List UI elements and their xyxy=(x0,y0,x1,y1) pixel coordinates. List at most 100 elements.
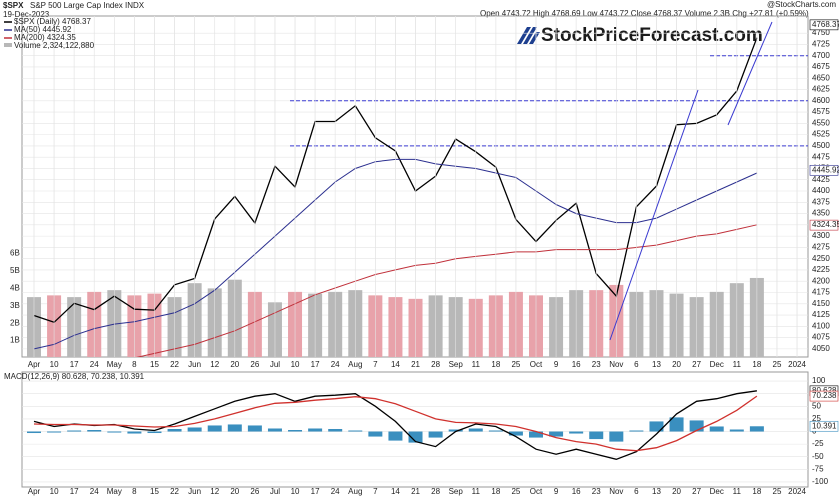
labels: 4050 4075 4100 4125 4150 4175 4200 4225 4250 4275… xyxy=(4,17,839,496)
x-tick-label: Jul xyxy=(270,487,280,496)
series-line xyxy=(33,395,758,452)
x-tick-label: 11 xyxy=(733,360,742,369)
last-value-box xyxy=(809,219,839,231)
x-tick-label: 17 xyxy=(311,487,320,496)
x-tick-label: 16 xyxy=(572,487,581,496)
y-tick-label: 4725 xyxy=(812,40,830,49)
histogram-bar xyxy=(27,431,41,434)
y-tick-label: 4300 xyxy=(812,231,830,240)
x-tick-label: 12 xyxy=(210,360,219,369)
histogram-bar xyxy=(87,430,102,432)
histogram-bar xyxy=(127,431,142,434)
x-tick-label: 9 xyxy=(554,487,559,496)
x-tick-label: Jul xyxy=(270,360,280,369)
x-tick-label: 14 xyxy=(391,487,400,496)
histogram-bar xyxy=(308,428,323,432)
x-tick-label: Aug xyxy=(348,487,362,496)
trend-line xyxy=(609,89,699,341)
histogram-bar xyxy=(749,426,764,432)
legend-entry: MA(200) 4324.35 xyxy=(14,33,76,42)
y-tick-label: 4500 xyxy=(812,141,830,150)
x-tick-label: 7 xyxy=(373,487,378,496)
volume-tick-label: 5B xyxy=(10,266,20,275)
x-tick-label: 24 xyxy=(331,360,340,369)
x-tick-label: 2024 xyxy=(788,360,806,369)
x-tick-label: 20 xyxy=(672,487,681,496)
x-tick-label: 8 xyxy=(132,487,137,496)
last-value-box xyxy=(809,164,839,176)
last-value: 4324.35 xyxy=(812,220,839,229)
x-tick-label: 26 xyxy=(250,360,259,369)
y-tick-label: 4125 xyxy=(812,310,830,319)
y-tick-label: 4425 xyxy=(812,175,830,184)
histogram-bar xyxy=(649,421,664,432)
x-tick-label: Jun xyxy=(188,360,201,369)
source: @StockCharts.com xyxy=(767,0,836,9)
x-tick-label: May xyxy=(107,487,122,496)
y-tick-label: 4700 xyxy=(812,51,830,60)
x-tick-label: 8 xyxy=(132,360,137,369)
index-name: S&P 500 Large Cap Index INDX xyxy=(30,1,145,10)
x-tick-label: 9 xyxy=(554,360,559,369)
x-tick-label: 17 xyxy=(311,360,320,369)
x-tick-label: 21 xyxy=(411,487,420,496)
quote: Open 4743.72 High 4768.69 Low 4743.72 Cl… xyxy=(480,9,809,18)
histogram-bar xyxy=(689,420,704,432)
x-tick-label: Sep xyxy=(449,360,464,369)
x-tick-label: 24 xyxy=(331,487,340,496)
last-value: 4768.37 xyxy=(812,20,839,29)
histogram-bar xyxy=(167,428,182,432)
x-tick-label: 25 xyxy=(511,487,520,496)
x-tick-label: Dec xyxy=(710,487,724,496)
x-tick-label: 28 xyxy=(431,360,440,369)
y-tick-label: 100 xyxy=(812,376,826,385)
y-tick-label: 4650 xyxy=(812,73,830,82)
y-tick-label: 4525 xyxy=(812,130,830,139)
y-tick-label: 4575 xyxy=(812,107,830,116)
x-tick-label: 10 xyxy=(291,360,300,369)
volume-tick-label: 3B xyxy=(10,301,20,310)
x-tick-label: Sep xyxy=(449,487,464,496)
last-value-box xyxy=(809,390,839,402)
y-tick-label: 4100 xyxy=(812,321,830,330)
x-tick-label: 15 xyxy=(150,487,159,496)
y-tick-label: 4200 xyxy=(812,276,830,285)
y-tick-label: 4050 xyxy=(812,344,830,353)
histogram-bar xyxy=(67,430,82,432)
histogram-bar xyxy=(408,431,423,443)
histogram-bar xyxy=(147,431,162,434)
y-tick-label: 4150 xyxy=(812,299,830,308)
y-tick-label: 4075 xyxy=(812,333,830,342)
x-tick-label: Nov xyxy=(609,487,623,496)
x-tick-label: Jun xyxy=(188,487,201,496)
legend-entry: Volume 2,324,122,880 xyxy=(14,41,95,50)
x-tick-label: 24 xyxy=(90,360,99,369)
y-tick-label: 4400 xyxy=(812,186,830,195)
x-tick-label: 10 xyxy=(291,487,300,496)
x-tick-label: 7 xyxy=(373,360,378,369)
last-value-box xyxy=(809,19,839,31)
legend-entry: MA(50) 4445.92 xyxy=(14,25,72,34)
y-tick-label: 50 xyxy=(812,401,821,410)
x-tick-label: 11 xyxy=(472,360,481,369)
price-plot xyxy=(22,16,808,357)
x-tick-label: Aug xyxy=(348,360,362,369)
logo: StockPriceForecast.com xyxy=(541,25,763,46)
x-tick-label: 6 xyxy=(634,360,639,369)
y-tick-label: -50 xyxy=(812,452,824,461)
x-tick-label: 20 xyxy=(230,360,239,369)
x-tick-label: 25 xyxy=(511,360,520,369)
x-tick-label: 11 xyxy=(733,487,742,496)
y-tick-label: 4225 xyxy=(812,265,830,274)
x-tick-label: Oct xyxy=(530,360,543,369)
y-tick-label: 4550 xyxy=(812,118,830,127)
date: 19-Dec-2023 xyxy=(3,10,50,19)
x-tick-label: 16 xyxy=(572,360,581,369)
y-tick-label: 4600 xyxy=(812,96,830,105)
x-tick-label: 20 xyxy=(230,487,239,496)
histogram-bar xyxy=(348,430,363,432)
x-tick-label: 26 xyxy=(250,487,259,496)
y-tick-label: -100 xyxy=(812,477,829,486)
